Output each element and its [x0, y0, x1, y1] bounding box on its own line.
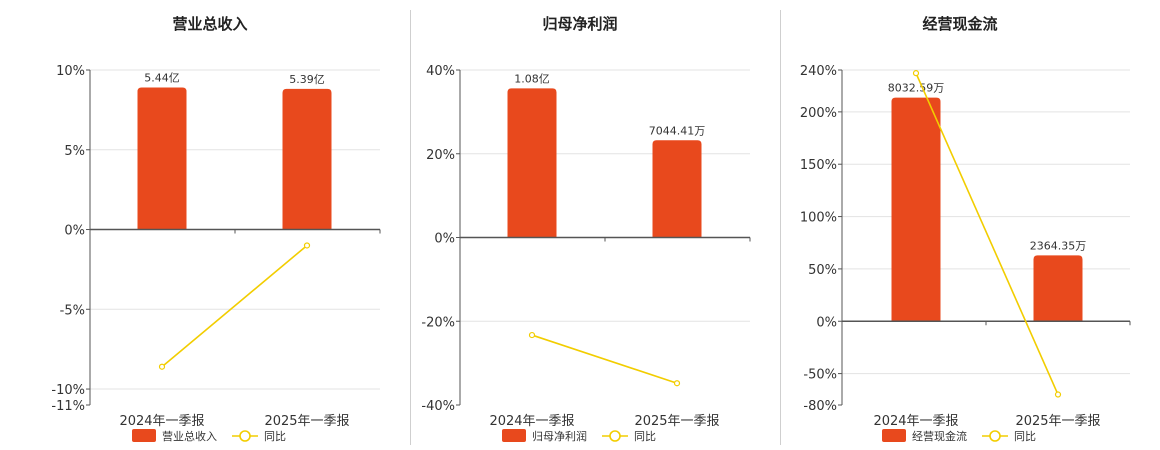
bar [891, 97, 941, 322]
y-tick-label: -20% [421, 315, 455, 330]
yoy-point [158, 363, 166, 370]
category-label: 2025年一季报 [264, 414, 349, 429]
legend-bar-label: 经营现金流 [912, 429, 967, 443]
category-label: 2024年一季报 [489, 414, 574, 429]
category-label: 2024年一季报 [873, 414, 958, 429]
legend-line-marker [609, 430, 621, 442]
legend-bar-swatch [502, 429, 526, 442]
chart-title: 归母净利润 [542, 15, 617, 33]
y-tick-label: -50% [803, 368, 837, 383]
category-label: 2025年一季报 [634, 414, 719, 429]
chart-title: 营业总收入 [172, 15, 247, 33]
bar [137, 87, 187, 230]
panel-divider-1 [410, 10, 411, 445]
yoy-line [161, 244, 308, 368]
legend-bar-swatch [882, 429, 906, 442]
yoy-point [673, 380, 681, 387]
yoy-point [1054, 391, 1062, 398]
bar [282, 88, 332, 230]
bar-data-label: 8032.59万 [888, 82, 945, 95]
chart-title: 经营现金流 [922, 15, 997, 33]
legend-line-marker [989, 430, 1001, 442]
legend-line-label: 同比 [1014, 430, 1036, 443]
legend-line-label: 同比 [264, 430, 286, 443]
bar [507, 88, 557, 238]
y-tick-label: 5% [64, 144, 85, 159]
bar-data-label: 2364.35万 [1030, 239, 1087, 252]
legend-line-label: 同比 [634, 430, 656, 443]
yoy-point [912, 70, 920, 77]
y-tick-label: 150% [800, 158, 837, 173]
y-tick-label: -80% [803, 399, 837, 414]
bar-data-label: 5.44亿 [144, 72, 180, 85]
y-tick-label: 100% [800, 211, 837, 226]
category-label: 2025年一季报 [1015, 414, 1100, 429]
y-tick-label: 0% [816, 315, 837, 330]
y-tick-label: -10% [51, 383, 85, 398]
legend-bar-swatch [132, 429, 156, 442]
bar [652, 140, 702, 238]
yoy-point [303, 242, 311, 249]
y-tick-label: 20% [426, 148, 455, 163]
yoy-point [528, 331, 536, 339]
yoy-line [531, 334, 678, 384]
bar-data-label: 1.08亿 [514, 72, 550, 85]
bar [1033, 255, 1083, 322]
y-tick-label: -5% [60, 303, 85, 318]
bar-data-label: 7044.41万 [649, 124, 706, 137]
y-tick-label: 40% [426, 64, 455, 79]
category-label: 2024年一季报 [119, 414, 204, 429]
y-tick-label: 50% [808, 263, 837, 278]
yoy-line [915, 72, 1059, 395]
legend-line-marker [239, 430, 251, 442]
y-tick-label: 200% [800, 106, 837, 121]
y-tick-label: 10% [56, 64, 85, 79]
panel-divider-2 [780, 10, 781, 445]
y-tick-label: -11% [51, 399, 85, 414]
y-tick-label: 240% [800, 64, 837, 79]
bar-data-label: 5.39亿 [289, 73, 325, 86]
legend-bar-label: 归母净利润 [532, 429, 587, 443]
legend-bar-label: 营业总收入 [162, 429, 217, 443]
y-tick-label: 0% [434, 232, 455, 247]
y-tick-label: 0% [64, 224, 85, 239]
y-tick-label: -40% [421, 399, 455, 414]
